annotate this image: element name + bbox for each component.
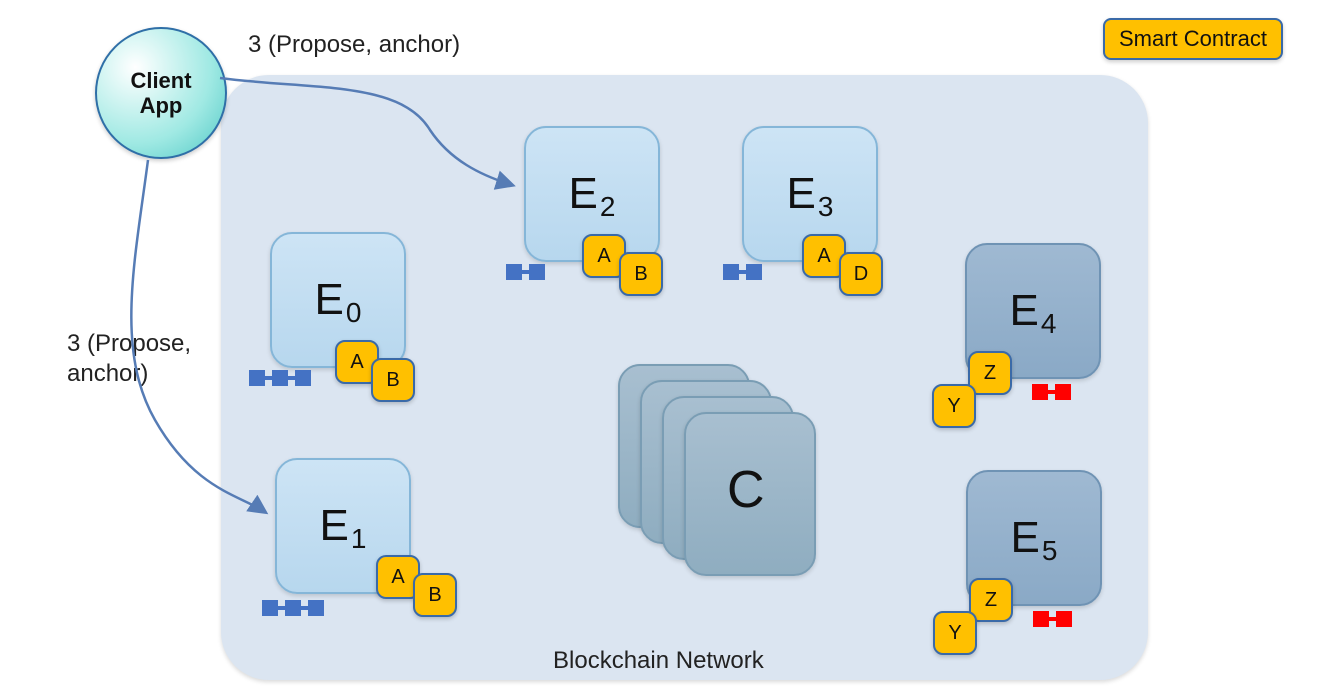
peer-e0-label: E0 bbox=[315, 275, 362, 325]
peer-e5-label: E5 bbox=[1011, 513, 1058, 563]
peer-e2-ledger-icon bbox=[506, 264, 545, 280]
legend-smart-contract: Smart Contract bbox=[1103, 18, 1283, 60]
network-label: Blockchain Network bbox=[553, 647, 764, 675]
client-app-label: ClientApp bbox=[130, 68, 191, 119]
peer-e1-contract-b: B bbox=[413, 573, 457, 617]
peer-e3-contract-d: D bbox=[839, 252, 883, 296]
annotation-left-1: 3 (Propose, bbox=[67, 329, 191, 359]
peer-e3-ledger-icon bbox=[723, 264, 762, 280]
peer-e5-ledger-icon bbox=[1033, 611, 1072, 627]
peer-e4-contract-y: Y bbox=[932, 384, 976, 428]
client-app: ClientApp bbox=[95, 27, 227, 159]
peer-e4-label: E4 bbox=[1010, 286, 1057, 336]
peer-e5-contract-y: Y bbox=[933, 611, 977, 655]
peer-e0-ledger-icon bbox=[249, 370, 311, 386]
orderer-label: C bbox=[727, 460, 765, 520]
annotation-left-2: anchor) bbox=[67, 359, 148, 389]
peer-e1-ledger-icon bbox=[262, 600, 324, 616]
peer-e0-contract-b: B bbox=[371, 358, 415, 402]
peer-e1-label: E1 bbox=[320, 501, 367, 551]
peer-e4-ledger-icon bbox=[1032, 384, 1071, 400]
peer-e2-contract-b: B bbox=[619, 252, 663, 296]
peer-e2-label: E2 bbox=[569, 169, 616, 219]
peer-e3-label: E3 bbox=[787, 169, 834, 219]
annotation-top: 3 (Propose, anchor) bbox=[248, 30, 460, 60]
